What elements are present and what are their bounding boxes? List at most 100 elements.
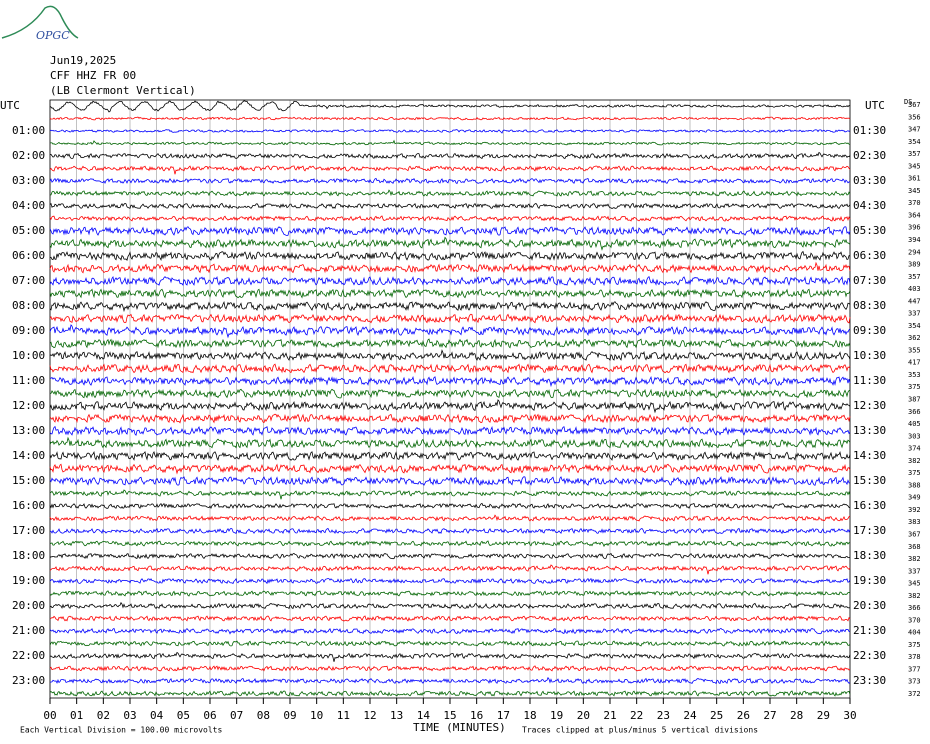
right-hour: 16:30 <box>853 499 886 512</box>
left-hour: 14:00 <box>12 449 45 462</box>
trace <box>50 139 851 146</box>
trace <box>49 215 851 223</box>
scale-note: Each Vertical Division = 100.00 microvol… <box>20 726 222 735</box>
left-hour: 20:00 <box>12 599 45 612</box>
x-axis-title: TIME (MINUTES) <box>413 721 506 734</box>
trace-level: 370 <box>908 199 921 207</box>
x-tick-label: 04 <box>150 709 164 722</box>
trace <box>49 165 851 175</box>
right-hour: 02:30 <box>853 149 886 162</box>
x-tick-label: 00 <box>43 709 56 722</box>
trace-level: 362 <box>908 334 921 342</box>
trace <box>49 665 851 672</box>
trace <box>49 590 851 597</box>
logo: OPGC <box>36 29 70 42</box>
left-hour: 05:00 <box>12 224 45 237</box>
trace <box>49 502 851 510</box>
left-hour: 08:00 <box>12 299 45 312</box>
trace <box>50 540 851 548</box>
trace <box>49 189 851 197</box>
date: Jun19,2025 <box>50 54 116 67</box>
trace <box>49 489 851 500</box>
trace <box>49 476 851 486</box>
left-hour: 16:00 <box>12 499 45 512</box>
trace-level: 382 <box>908 555 921 563</box>
trace <box>49 250 850 262</box>
trace-level: 345 <box>908 162 921 170</box>
left-hour: 01:00 <box>12 124 45 137</box>
trace <box>49 363 851 374</box>
trace-level: 337 <box>908 567 921 575</box>
trace-level: 382 <box>908 457 921 465</box>
right-hour: 03:30 <box>853 174 886 187</box>
plot-frame <box>49 99 851 699</box>
trace <box>49 202 851 210</box>
x-tick-label: 08 <box>257 709 270 722</box>
left-hour: 15:00 <box>12 474 45 487</box>
right-hour: 10:30 <box>853 349 886 362</box>
trace <box>50 376 851 388</box>
trace <box>49 615 851 622</box>
x-tick-label: 07 <box>230 709 243 722</box>
trace-level: 388 <box>908 481 921 489</box>
trace <box>49 601 851 610</box>
trace <box>49 450 851 462</box>
left-hour: 12:00 <box>12 399 45 412</box>
right-hour: 07:30 <box>853 274 886 287</box>
trace <box>49 425 851 437</box>
right-hour: 19:30 <box>853 574 886 587</box>
left-hour: 18:00 <box>12 549 45 562</box>
left-utc: UTC <box>0 99 20 112</box>
x-tick-label: 29 <box>817 709 830 722</box>
x-tick-label: 05 <box>177 709 190 722</box>
trace-level: 368 <box>908 543 921 551</box>
trace <box>49 514 851 522</box>
trace-level: 354 <box>908 138 921 146</box>
trace-level: 392 <box>908 506 921 514</box>
left-hour: 23:00 <box>12 674 45 687</box>
trace-level: 337 <box>908 310 921 318</box>
right-hour: 15:30 <box>853 474 886 487</box>
x-tick-label: 12 <box>363 709 376 722</box>
x-tick-label: 01 <box>70 709 83 722</box>
x-tick-label: 24 <box>683 709 697 722</box>
left-hour: 07:00 <box>12 274 45 287</box>
trace-level: 377 <box>908 665 921 673</box>
trace-level: 387 <box>908 396 921 404</box>
trace-level: 345 <box>908 187 921 195</box>
trace-level: 370 <box>908 616 921 624</box>
trace-level: 367 <box>908 530 921 538</box>
left-hour: 17:00 <box>12 524 45 537</box>
x-tick-label: 10 <box>310 709 323 722</box>
trace <box>49 413 851 424</box>
trace-level: 447 <box>908 297 921 305</box>
trace-level: 361 <box>908 175 921 183</box>
x-tick-label: 21 <box>603 709 616 722</box>
trace-level: 396 <box>908 224 921 232</box>
location: (LB Clermont Vertical) <box>50 84 196 97</box>
trace <box>49 151 851 160</box>
x-tick-label: 28 <box>790 709 803 722</box>
right-hour: 21:30 <box>853 624 886 637</box>
trace <box>49 313 851 324</box>
trace <box>49 177 851 185</box>
left-hour: 04:00 <box>12 199 45 212</box>
right-hour: 13:30 <box>853 424 886 437</box>
x-tick-label: 02 <box>97 709 110 722</box>
x-tick-label: 27 <box>763 709 776 722</box>
x-tick-label: 06 <box>203 709 216 722</box>
trace-level: 303 <box>908 432 921 440</box>
right-hour: 20:30 <box>853 599 886 612</box>
trace-level: 375 <box>908 383 921 391</box>
ds-label: DS <box>904 98 912 106</box>
clip-note: Traces clipped at plus/minus 5 vertical … <box>522 726 758 735</box>
trace-level: 354 <box>908 322 921 330</box>
trace <box>49 651 851 662</box>
x-tick-label: 30 <box>843 709 856 722</box>
trace <box>49 261 851 274</box>
trace <box>49 324 851 339</box>
right-hour: 01:30 <box>853 124 886 137</box>
x-tick-label: 19 <box>550 709 563 722</box>
x-tick-label: 13 <box>390 709 403 722</box>
